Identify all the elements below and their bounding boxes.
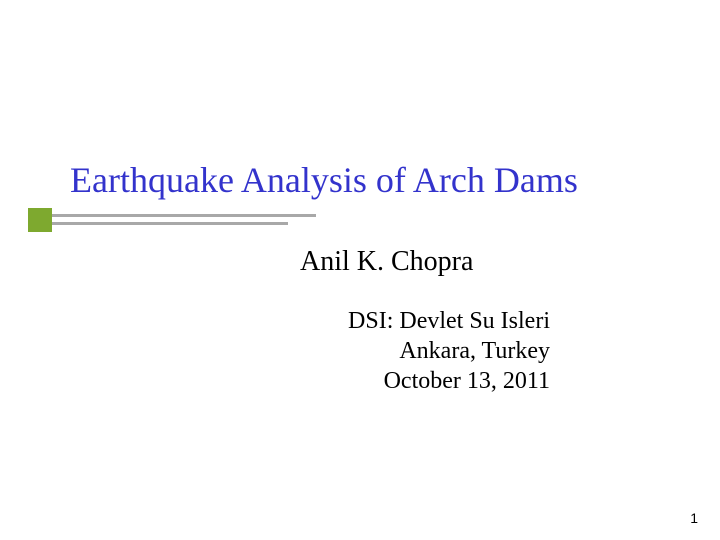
- accent-line-bottom: [52, 222, 288, 225]
- slide-author: Anil K. Chopra: [300, 246, 473, 278]
- slide-title: Earthquake Analysis of Arch Dams: [70, 159, 578, 201]
- details-date: October 13, 2011: [320, 366, 550, 396]
- page-number: 1: [690, 510, 698, 526]
- details-org: DSI: Devlet Su Isleri: [320, 306, 550, 336]
- accent-square-icon: [28, 208, 52, 232]
- details-location: Ankara, Turkey: [320, 336, 550, 366]
- accent-line-top: [52, 214, 316, 217]
- accent-decoration: [28, 208, 318, 232]
- slide-details: DSI: Devlet Su Isleri Ankara, Turkey Oct…: [320, 306, 550, 396]
